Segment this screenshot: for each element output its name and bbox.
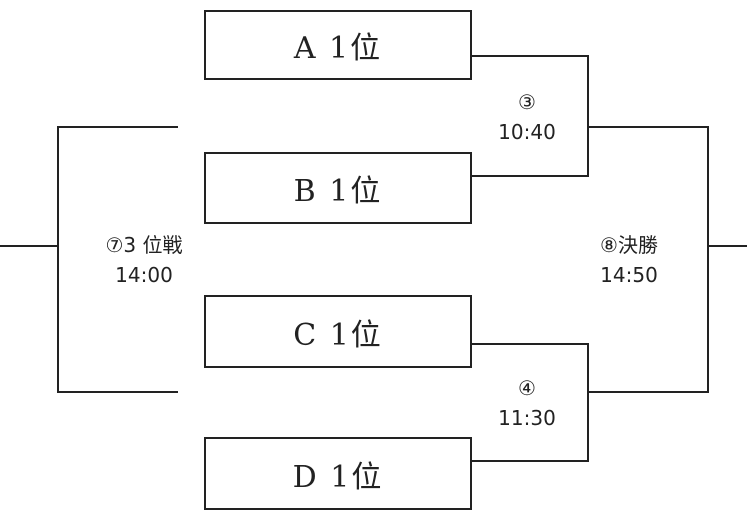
team-label-c: C 1位 [293,317,383,353]
team-box-c: C 1位 [204,295,472,368]
team-label-a: A 1位 [293,31,383,66]
match-time-semifinal-ab: 10:40 [498,120,556,144]
match-label-semifinal-ab: ③ 10:40 [486,87,568,147]
team-box-d: D 1位 [204,437,472,510]
semifinal-cd-bracket-line [472,343,589,462]
match-time-final: 14:50 [600,263,658,287]
match-time-third-place: 14:00 [115,263,173,287]
final-bracket-line [588,126,709,393]
third-place-bracket-line [57,126,178,393]
match-time-semifinal-cd: 11:30 [498,406,556,430]
match-label-third-place: ⑦3 位戦 14:00 [84,230,204,290]
team-label-d: D 1位 [292,459,384,495]
match-number-semifinal-ab: ③ [518,90,536,114]
team-box-a: A 1位 [204,10,472,80]
semifinal-ab-bracket-line [472,55,589,177]
match-label-final: ⑧決勝 14:50 [574,230,684,290]
match-number-third-place: ⑦3 位戦 [105,233,183,257]
team-label-b: B 1位 [293,174,383,209]
match-number-semifinal-cd: ④ [518,376,536,400]
match-label-semifinal-cd: ④ 11:30 [486,373,568,433]
team-box-b: B 1位 [204,152,472,224]
match-number-final: ⑧決勝 [600,233,658,257]
